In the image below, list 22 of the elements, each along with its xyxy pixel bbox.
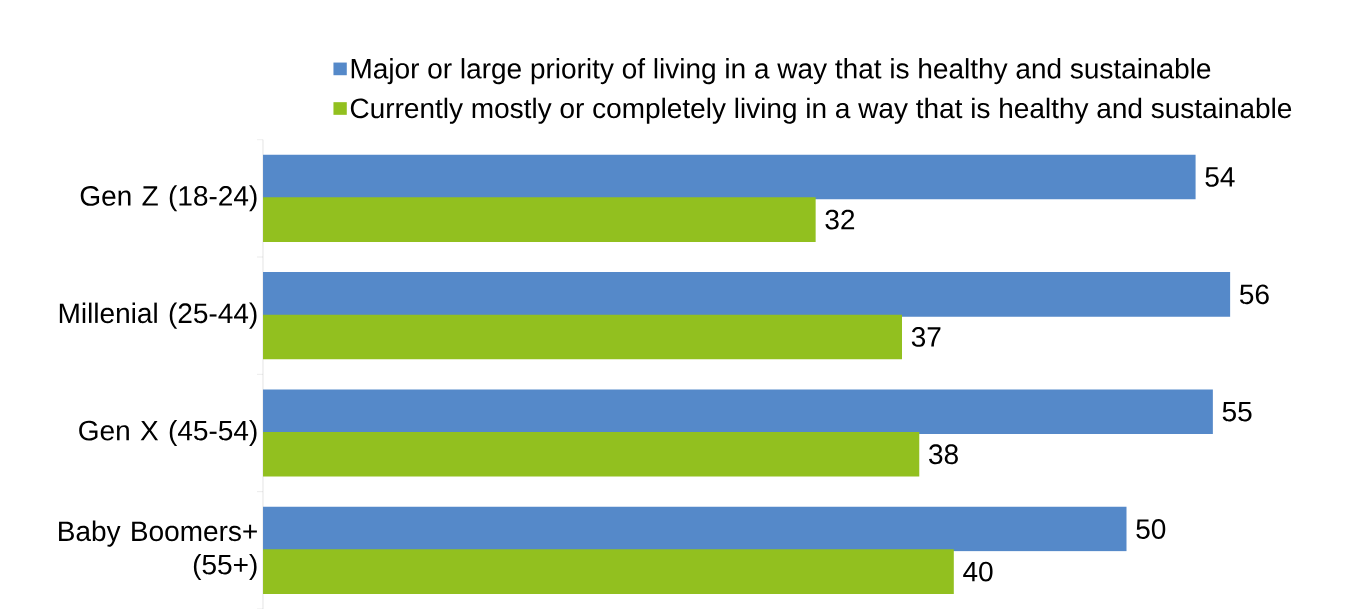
bar: [263, 154, 1196, 200]
bar: [263, 431, 920, 477]
data-label: 40: [963, 561, 993, 582]
bar: [263, 197, 816, 242]
bar: [263, 389, 1213, 434]
data-label: 55: [1222, 401, 1252, 422]
bar: [263, 314, 902, 360]
legend-label: Major or large priority of living in a way that is healthy and sustainable: [351, 58, 1211, 85]
data-label: 38: [929, 444, 958, 465]
y-tick-label: Gen Z (18-24): [80, 185, 257, 212]
data-label: 56: [1239, 284, 1269, 305]
bar: [263, 549, 954, 594]
data-label: 50: [1136, 519, 1166, 539]
y-tick-label: Millenial (25-44): [59, 302, 257, 329]
y-tick-label: Baby Boomers+ (55+): [59, 520, 257, 581]
data-label: 37: [911, 327, 941, 347]
data-label: 54: [1205, 167, 1235, 187]
bar: [263, 272, 1231, 317]
data-label: 32: [825, 209, 855, 230]
bar: [263, 506, 1127, 552]
legend-label: Currently mostly or completely living in a way that is healthy and sustainable: [350, 97, 1292, 124]
y-tick-label: Gen X (45-54): [79, 419, 257, 447]
